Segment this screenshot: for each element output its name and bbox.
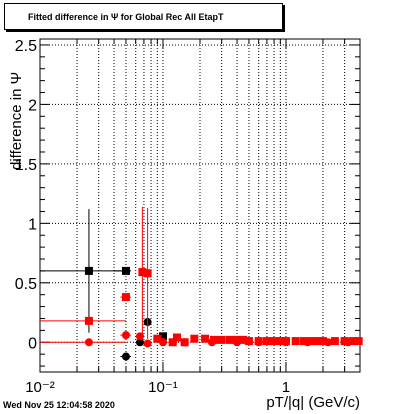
circle-marker xyxy=(254,338,263,347)
data-point xyxy=(303,338,312,347)
data-point xyxy=(276,337,285,346)
square-marker xyxy=(84,266,93,275)
circle-marker xyxy=(303,338,312,347)
square-marker xyxy=(217,335,226,344)
data-point xyxy=(239,335,248,344)
square-marker xyxy=(354,337,363,346)
data-point xyxy=(40,338,126,347)
data-point xyxy=(153,334,162,343)
square-marker xyxy=(244,337,253,346)
data-point xyxy=(270,337,279,346)
data-point xyxy=(291,337,300,346)
y-tick-label: 1.5 xyxy=(15,157,37,174)
x-tick-label: 10⁻² xyxy=(25,379,55,396)
data-point xyxy=(330,337,339,346)
chart-title: Fitted difference in Ψ for Global Rec Al… xyxy=(4,3,283,30)
square-marker xyxy=(121,293,130,302)
y-tick-label: 2.5 xyxy=(15,38,37,55)
circle-marker xyxy=(233,338,242,347)
grid xyxy=(39,39,361,372)
data-point xyxy=(207,338,216,347)
circle-marker xyxy=(121,352,130,361)
data-marks xyxy=(40,206,363,361)
data-point xyxy=(262,337,271,346)
circle-marker xyxy=(121,331,130,340)
data-point xyxy=(120,352,132,361)
data-point xyxy=(157,338,169,347)
square-marker xyxy=(172,333,181,342)
data-point xyxy=(114,266,132,275)
square-marker xyxy=(153,334,162,343)
data-point xyxy=(135,332,144,341)
circle-marker xyxy=(84,338,93,347)
data-point xyxy=(201,334,210,343)
data-point xyxy=(225,335,234,344)
data-point xyxy=(244,337,253,346)
data-point xyxy=(172,333,181,342)
square-marker xyxy=(121,266,130,275)
circle-marker xyxy=(324,338,333,347)
circle-marker xyxy=(344,338,353,347)
y-tick-label: 2 xyxy=(28,97,37,114)
square-marker xyxy=(190,334,199,343)
data-point xyxy=(254,338,263,347)
x-tick-label: 10⁻¹ xyxy=(148,379,178,396)
square-marker xyxy=(84,316,93,325)
data-point xyxy=(143,339,152,348)
data-point xyxy=(354,337,363,346)
y-axis-label: difference in Ψ xyxy=(8,71,25,170)
data-point xyxy=(40,316,126,325)
square-marker xyxy=(143,269,152,278)
x-axis-label: pT/|q| (GeV/c) xyxy=(266,394,360,411)
data-point xyxy=(40,209,126,333)
data-point xyxy=(180,338,189,347)
square-marker xyxy=(348,337,357,346)
data-point xyxy=(281,338,290,347)
data-point xyxy=(233,338,242,347)
square-marker xyxy=(318,337,327,346)
data-point xyxy=(120,293,132,302)
data-point xyxy=(168,338,177,347)
square-marker xyxy=(313,337,322,346)
data-point xyxy=(344,338,353,347)
square-marker xyxy=(239,335,248,344)
square-marker xyxy=(138,268,147,277)
circle-marker xyxy=(207,338,216,347)
data-point xyxy=(313,337,322,346)
y-tick-label: 0.5 xyxy=(15,276,37,293)
square-marker xyxy=(201,334,210,343)
data-point xyxy=(120,331,132,340)
circle-marker xyxy=(143,339,152,348)
square-marker xyxy=(276,337,285,346)
square-marker xyxy=(168,338,177,347)
square-marker xyxy=(270,337,279,346)
data-point xyxy=(143,207,152,339)
square-marker xyxy=(262,337,271,346)
data-point xyxy=(135,338,144,347)
y-tick-label: 0 xyxy=(28,335,37,352)
square-marker xyxy=(158,332,167,341)
timestamp: Wed Nov 25 12:04:58 2020 xyxy=(3,400,115,410)
circle-marker xyxy=(180,338,189,347)
square-marker xyxy=(225,335,234,344)
square-marker xyxy=(291,337,300,346)
y-tick-label: 1 xyxy=(28,216,37,233)
data-point xyxy=(318,337,327,346)
circle-marker xyxy=(158,338,167,347)
x-tick-label: 1 xyxy=(282,379,290,396)
data-point xyxy=(190,334,199,343)
circle-marker xyxy=(135,338,144,347)
data-point xyxy=(217,335,226,344)
square-marker xyxy=(330,337,339,346)
circle-marker xyxy=(281,338,290,347)
data-point xyxy=(324,338,333,347)
ticks: 0 0.5 1 1.5 2 2.5 10⁻² 10⁻¹ 1 xyxy=(15,38,361,396)
circle-marker xyxy=(135,332,144,341)
